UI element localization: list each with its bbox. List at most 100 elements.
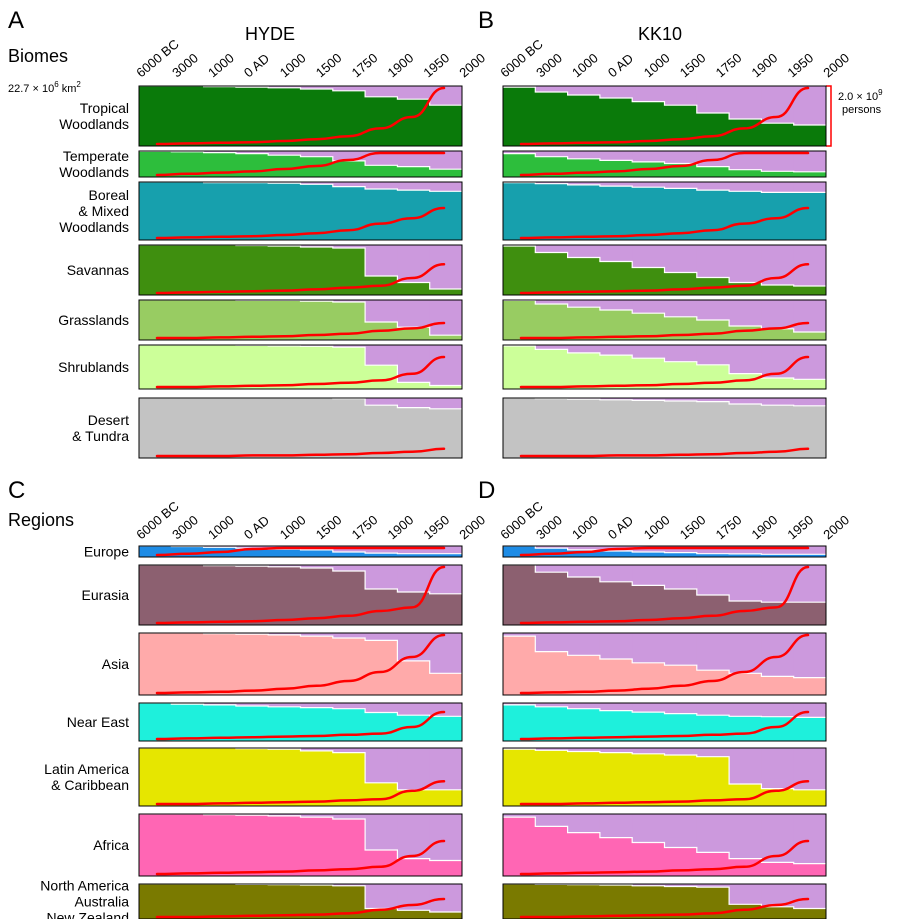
row-frame-europe <box>138 545 463 558</box>
used-land-desert-and-tundra-8 <box>761 398 795 406</box>
population-curve-eurasia <box>155 565 446 625</box>
population-curve-boreal-and-mixed-woodlands <box>155 206 446 240</box>
used-land-north-america-australia-new-zealand-7 <box>365 884 398 909</box>
used-land-boundary-asia <box>139 632 462 674</box>
used-land-boreal-and-mixed-woodlands-2 <box>567 182 601 185</box>
used-land-shrublands-7 <box>365 345 398 366</box>
panel-title-kk10: KK10 <box>638 24 682 44</box>
used-land-shrublands-8 <box>397 345 431 383</box>
used-land-temperate-woodlands-5 <box>300 151 334 157</box>
used-land-latin-america-and-caribbean-3 <box>599 748 633 753</box>
tick-label-1900: 1900 <box>385 512 417 542</box>
used-land-boundary-eurasia <box>139 564 462 595</box>
used-land-temperate-woodlands-4 <box>632 151 665 162</box>
used-land-north-america-australia-new-zealand-6 <box>696 884 730 888</box>
used-land-temperate-woodlands-4 <box>268 151 301 156</box>
used-land-temperate-woodlands-2 <box>567 151 601 159</box>
panel-letter-c: C <box>8 477 25 504</box>
used-land-near-east-2 <box>567 703 601 709</box>
row-desert-and-tundra <box>138 397 463 459</box>
row-label-asia: Asia <box>102 656 129 672</box>
row-boreal-and-mixed-woodlands <box>502 181 827 241</box>
row-label-temperate-woodlands: Temperate Woodlands <box>59 148 129 180</box>
used-land-europe-6 <box>696 546 730 554</box>
used-land-shrublands-6 <box>696 345 730 365</box>
row-eurasia <box>502 564 827 626</box>
used-land-boundary-near-east <box>139 702 462 717</box>
tick-label-1000: 1000 <box>205 50 237 80</box>
used-land-africa-3 <box>599 814 633 838</box>
natural-area-europe <box>139 546 462 557</box>
used-land-shrublands-4 <box>632 345 665 359</box>
row-latin-america-and-caribbean <box>138 747 463 807</box>
used-land-asia-9 <box>793 633 827 678</box>
used-land-asia-2 <box>567 633 601 656</box>
used-land-boreal-and-mixed-woodlands-8 <box>761 182 795 193</box>
used-land-shrublands-1 <box>535 345 569 350</box>
population-curve-north-america-australia-new-zealand <box>519 897 810 919</box>
used-land-north-america-australia-new-zealand-9 <box>793 884 827 909</box>
used-land-desert-and-tundra-3 <box>599 398 633 400</box>
used-land-europe-8 <box>761 546 795 555</box>
used-land-latin-america-and-caribbean-1 <box>535 748 569 751</box>
used-land-temperate-woodlands-5 <box>664 151 698 164</box>
used-land-savannas-5 <box>300 245 334 247</box>
used-land-eurasia-5 <box>664 565 698 589</box>
row-label-latin-america-and-caribbean: Latin America & Caribbean <box>44 761 129 793</box>
used-land-latin-america-and-caribbean-5 <box>300 748 334 751</box>
used-land-temperate-woodlands-9 <box>793 151 827 172</box>
used-land-boreal-and-mixed-woodlands-9 <box>793 182 827 193</box>
row-label-north-america-australia-new-zealand: North America Australia New Zealand <box>40 878 129 919</box>
used-land-eurasia-7 <box>729 565 762 601</box>
used-land-eurasia-9 <box>793 565 827 603</box>
population-curve-savannas <box>519 262 810 295</box>
used-land-near-east-8 <box>761 703 795 717</box>
tick-label-1000: 1000 <box>277 512 309 542</box>
used-land-latin-america-and-caribbean-0 <box>503 748 536 750</box>
used-land-boundary-latin-america-and-caribbean <box>503 748 826 791</box>
used-land-savannas-7 <box>365 245 398 276</box>
used-land-grasslands-6 <box>332 300 366 302</box>
tick-label-1750: 1750 <box>349 50 381 80</box>
population-curve-temperate-woodlands <box>155 151 446 177</box>
used-land-asia-6 <box>696 633 730 671</box>
row-label-shrublands: Shrublands <box>58 359 129 375</box>
used-land-savannas-6 <box>696 245 730 278</box>
row-frame-north-america-australia-new-zealand <box>138 883 463 919</box>
used-land-near-east-3 <box>235 703 269 707</box>
group-title-biomes: Biomes <box>8 46 68 66</box>
used-land-north-america-australia-new-zealand-9 <box>429 884 463 912</box>
row-frame-europe <box>502 545 827 558</box>
row-frame-latin-america-and-caribbean <box>138 747 463 807</box>
row-frame-temperate-woodlands <box>138 150 463 178</box>
row-label-near-east: Near East <box>67 714 129 730</box>
tick-label-1500: 1500 <box>677 512 709 542</box>
row-frame-desert-and-tundra <box>502 397 827 459</box>
used-land-latin-america-and-caribbean-6 <box>696 748 730 757</box>
tick-label-2000: 2000 <box>456 512 488 542</box>
population-curve-grasslands <box>155 321 446 340</box>
natural-area-boreal-and-mixed-woodlands <box>139 182 462 240</box>
used-land-grasslands-7 <box>729 300 762 326</box>
used-land-shrublands-7 <box>729 345 762 374</box>
row-north-america-australia-new-zealand <box>502 883 827 919</box>
row-grasslands <box>138 299 463 341</box>
row-frame-eurasia <box>138 564 463 626</box>
tick-label-1900: 1900 <box>385 50 417 80</box>
used-land-tropical-woodlands-9 <box>429 86 463 106</box>
row-shrublands <box>138 344 463 390</box>
row-grasslands <box>502 299 827 341</box>
used-land-europe-3 <box>235 546 269 549</box>
row-near-east <box>138 702 463 742</box>
used-land-eurasia-3 <box>235 565 269 567</box>
population-curve-near-east <box>155 710 446 741</box>
used-land-boundary-eurasia <box>503 564 826 603</box>
row-savannas <box>138 244 463 296</box>
row-frame-shrublands <box>138 344 463 390</box>
row-europe <box>502 545 827 558</box>
used-land-grasslands-7 <box>365 300 398 322</box>
tick-label-3000: 3000 <box>533 50 565 80</box>
